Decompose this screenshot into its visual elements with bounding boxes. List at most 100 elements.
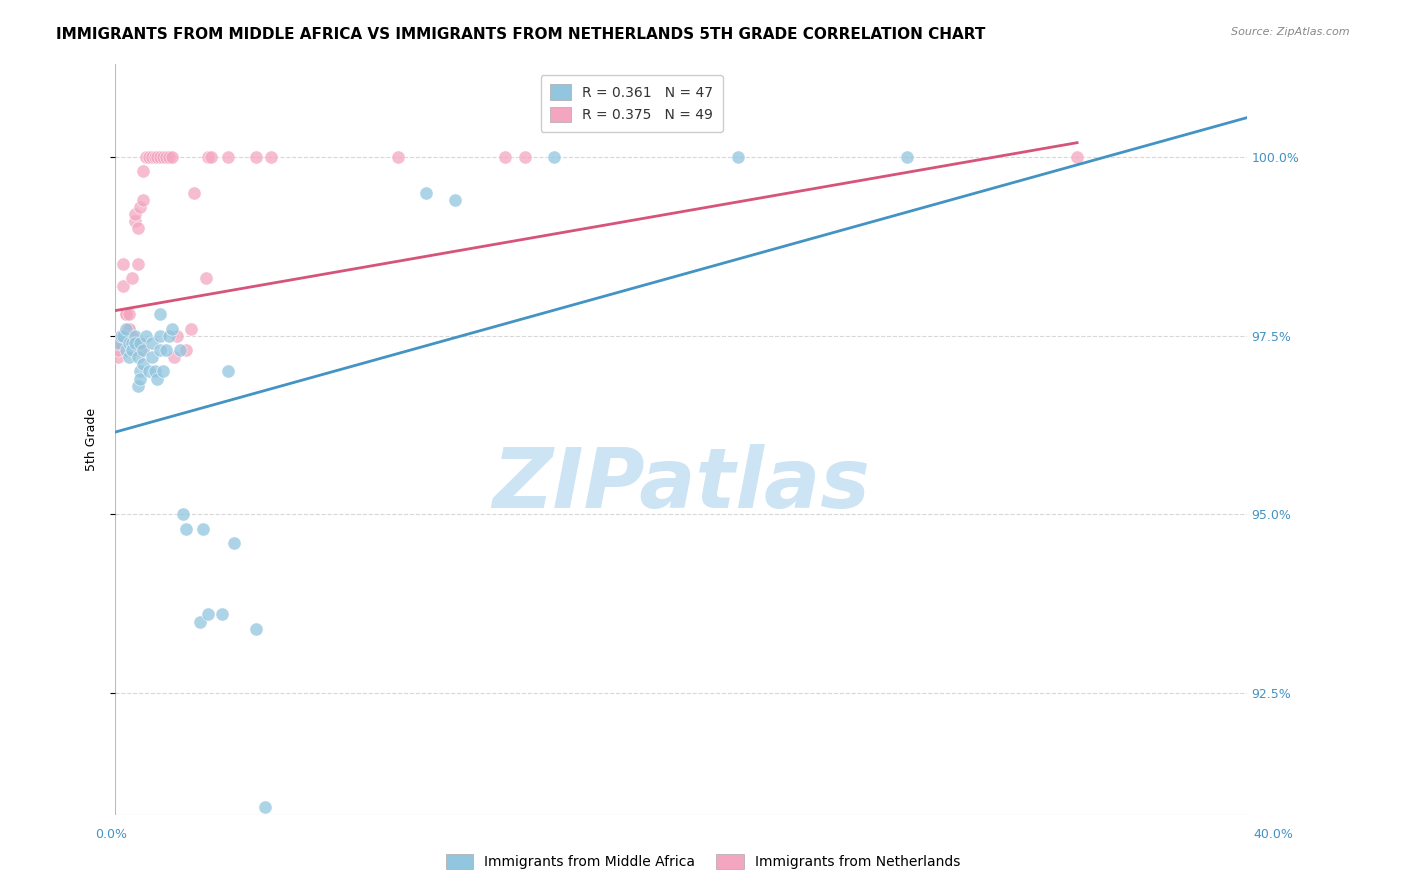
Point bbox=[129, 343, 152, 357]
Point bbox=[107, 335, 129, 350]
Text: ZIPatlas: ZIPatlas bbox=[492, 444, 870, 524]
Point bbox=[141, 150, 163, 164]
Point bbox=[149, 343, 172, 357]
Point bbox=[155, 150, 177, 164]
Y-axis label: 5th Grade: 5th Grade bbox=[86, 408, 98, 471]
Point bbox=[138, 364, 160, 378]
Point bbox=[107, 350, 129, 364]
Point bbox=[127, 350, 149, 364]
Point bbox=[155, 343, 177, 357]
Point bbox=[174, 343, 197, 357]
Point bbox=[387, 150, 409, 164]
Point bbox=[110, 328, 132, 343]
Point bbox=[127, 378, 149, 392]
Point bbox=[138, 150, 160, 164]
Point bbox=[245, 622, 267, 636]
Point bbox=[149, 328, 172, 343]
Point bbox=[112, 257, 135, 271]
Point bbox=[121, 343, 143, 357]
Point bbox=[152, 364, 174, 378]
Point bbox=[200, 150, 222, 164]
Point bbox=[169, 343, 191, 357]
Point bbox=[121, 271, 143, 285]
Point bbox=[141, 335, 163, 350]
Point bbox=[115, 343, 138, 357]
Point bbox=[183, 186, 205, 200]
Point bbox=[188, 615, 211, 629]
Point bbox=[259, 150, 281, 164]
Point bbox=[157, 150, 180, 164]
Point bbox=[143, 150, 166, 164]
Point bbox=[245, 150, 267, 164]
Point bbox=[129, 335, 152, 350]
Point bbox=[118, 328, 141, 343]
Point bbox=[127, 257, 149, 271]
Point bbox=[110, 328, 132, 343]
Point bbox=[112, 328, 135, 343]
Point bbox=[149, 307, 172, 321]
Point bbox=[124, 335, 146, 350]
Point bbox=[180, 321, 202, 335]
Point bbox=[543, 150, 565, 164]
Point bbox=[197, 607, 219, 622]
Point bbox=[132, 193, 155, 207]
Point bbox=[163, 350, 186, 364]
Point bbox=[1066, 150, 1088, 164]
Point bbox=[222, 536, 245, 550]
Point bbox=[118, 350, 141, 364]
Point bbox=[149, 150, 172, 164]
Point bbox=[160, 321, 183, 335]
Point bbox=[118, 307, 141, 321]
Point bbox=[197, 150, 219, 164]
Legend: Immigrants from Middle Africa, Immigrants from Netherlands: Immigrants from Middle Africa, Immigrant… bbox=[440, 848, 966, 874]
Text: 40.0%: 40.0% bbox=[1254, 829, 1294, 841]
Point bbox=[146, 371, 169, 385]
Point bbox=[124, 328, 146, 343]
Point bbox=[217, 364, 239, 378]
Point bbox=[160, 150, 183, 164]
Point bbox=[121, 335, 143, 350]
Point bbox=[253, 800, 276, 814]
Legend: R = 0.361   N = 47, R = 0.375   N = 49: R = 0.361 N = 47, R = 0.375 N = 49 bbox=[541, 75, 723, 132]
Point bbox=[124, 207, 146, 221]
Text: Source: ZipAtlas.com: Source: ZipAtlas.com bbox=[1232, 27, 1350, 37]
Point bbox=[132, 357, 155, 371]
Point bbox=[191, 522, 214, 536]
Point bbox=[115, 321, 138, 335]
Point bbox=[127, 221, 149, 235]
Point bbox=[135, 150, 157, 164]
Point bbox=[121, 328, 143, 343]
Point bbox=[118, 321, 141, 335]
Text: 0.0%: 0.0% bbox=[96, 829, 128, 841]
Point bbox=[124, 214, 146, 228]
Point bbox=[143, 364, 166, 378]
Point bbox=[146, 150, 169, 164]
Point bbox=[112, 278, 135, 293]
Point bbox=[727, 150, 749, 164]
Point bbox=[135, 328, 157, 343]
Point bbox=[129, 371, 152, 385]
Point bbox=[107, 335, 129, 350]
Point bbox=[110, 335, 132, 350]
Point bbox=[115, 307, 138, 321]
Point bbox=[217, 150, 239, 164]
Text: IMMIGRANTS FROM MIDDLE AFRICA VS IMMIGRANTS FROM NETHERLANDS 5TH GRADE CORRELATI: IMMIGRANTS FROM MIDDLE AFRICA VS IMMIGRA… bbox=[56, 27, 986, 42]
Point bbox=[896, 150, 918, 164]
Point bbox=[118, 321, 141, 335]
Point bbox=[415, 186, 437, 200]
Point bbox=[129, 335, 152, 350]
Point bbox=[115, 307, 138, 321]
Point bbox=[129, 200, 152, 214]
Point bbox=[152, 150, 174, 164]
Point bbox=[515, 150, 537, 164]
Point bbox=[141, 350, 163, 364]
Point bbox=[118, 335, 141, 350]
Point bbox=[157, 328, 180, 343]
Point bbox=[174, 522, 197, 536]
Point bbox=[107, 343, 129, 357]
Point bbox=[495, 150, 517, 164]
Point bbox=[132, 164, 155, 178]
Point bbox=[172, 508, 194, 522]
Point bbox=[129, 364, 152, 378]
Point bbox=[194, 271, 217, 285]
